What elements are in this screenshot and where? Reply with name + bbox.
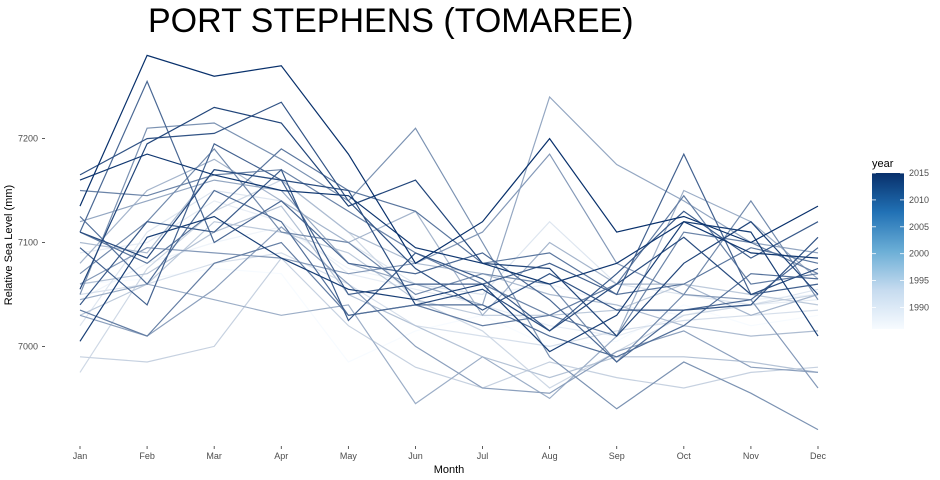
series-line-2014 [79,153,819,285]
series-line-2001 [79,122,819,431]
legend-colorbar [872,173,904,329]
series-line-1994 [79,205,819,379]
legend-tick-label: 2000 [909,249,929,259]
series-line-2007 [79,79,819,363]
x-tick-label: Feb [139,451,155,461]
y-axis-title: Relative Sea Level (mm) [3,185,15,305]
series-lines [79,54,819,431]
series-line-2000 [79,153,819,389]
x-tick-label: Sep [609,451,625,461]
y-tick-label: 7200 [18,134,38,144]
y-axis: 7000 7100 7200 [18,134,45,351]
legend-title: year [872,158,894,170]
x-tick-label: Mar [206,451,222,461]
series-line-2003 [79,169,819,337]
legend-tick-label: 2010 [909,195,929,205]
y-tick-label: 7000 [18,341,38,351]
x-tick-label: May [340,451,358,461]
series-line-2006 [79,189,819,358]
series-line-2008 [79,142,819,306]
series-line-2004 [79,194,819,337]
legend-tick-label: 1995 [909,276,929,286]
x-tick-label: Jul [477,451,489,461]
x-axis: Jan Feb Mar Apr May Jun Jul Aug Sep Oct Nov Dec [73,446,827,461]
legend-tick-label: 1990 [909,302,929,312]
series-line-1999 [79,226,819,394]
x-tick-label: Oct [677,451,692,461]
chart-title: PORT STEPHENS (TOMAREE) [148,2,634,40]
x-tick-label: Apr [274,451,288,461]
x-tick-label: Dec [810,451,827,461]
x-axis-title: Month [434,464,465,476]
legend: year 1990 1995 2000 2005 2010 2015 [872,158,929,329]
series-line-2012 [79,106,819,337]
series-line-1992 [79,257,819,389]
legend-ticks: 1990 1995 2000 2005 2010 2015 [872,168,929,312]
legend-tick-label: 2015 [909,168,929,178]
x-tick-label: Jun [408,451,423,461]
x-tick-label: Nov [743,451,760,461]
series-line-2015 [79,54,819,265]
series-line-2009 [79,168,819,332]
series-line-2011 [79,169,819,332]
x-tick-label: Jan [73,451,88,461]
x-tick-label: Aug [542,451,558,461]
series-line-1990 [79,252,819,348]
series-line-2013 [79,215,819,353]
legend-tick-label: 2005 [909,222,929,232]
series-line-2010 [79,101,819,311]
series-line-1993 [79,221,819,316]
y-tick-label: 7100 [18,238,38,248]
